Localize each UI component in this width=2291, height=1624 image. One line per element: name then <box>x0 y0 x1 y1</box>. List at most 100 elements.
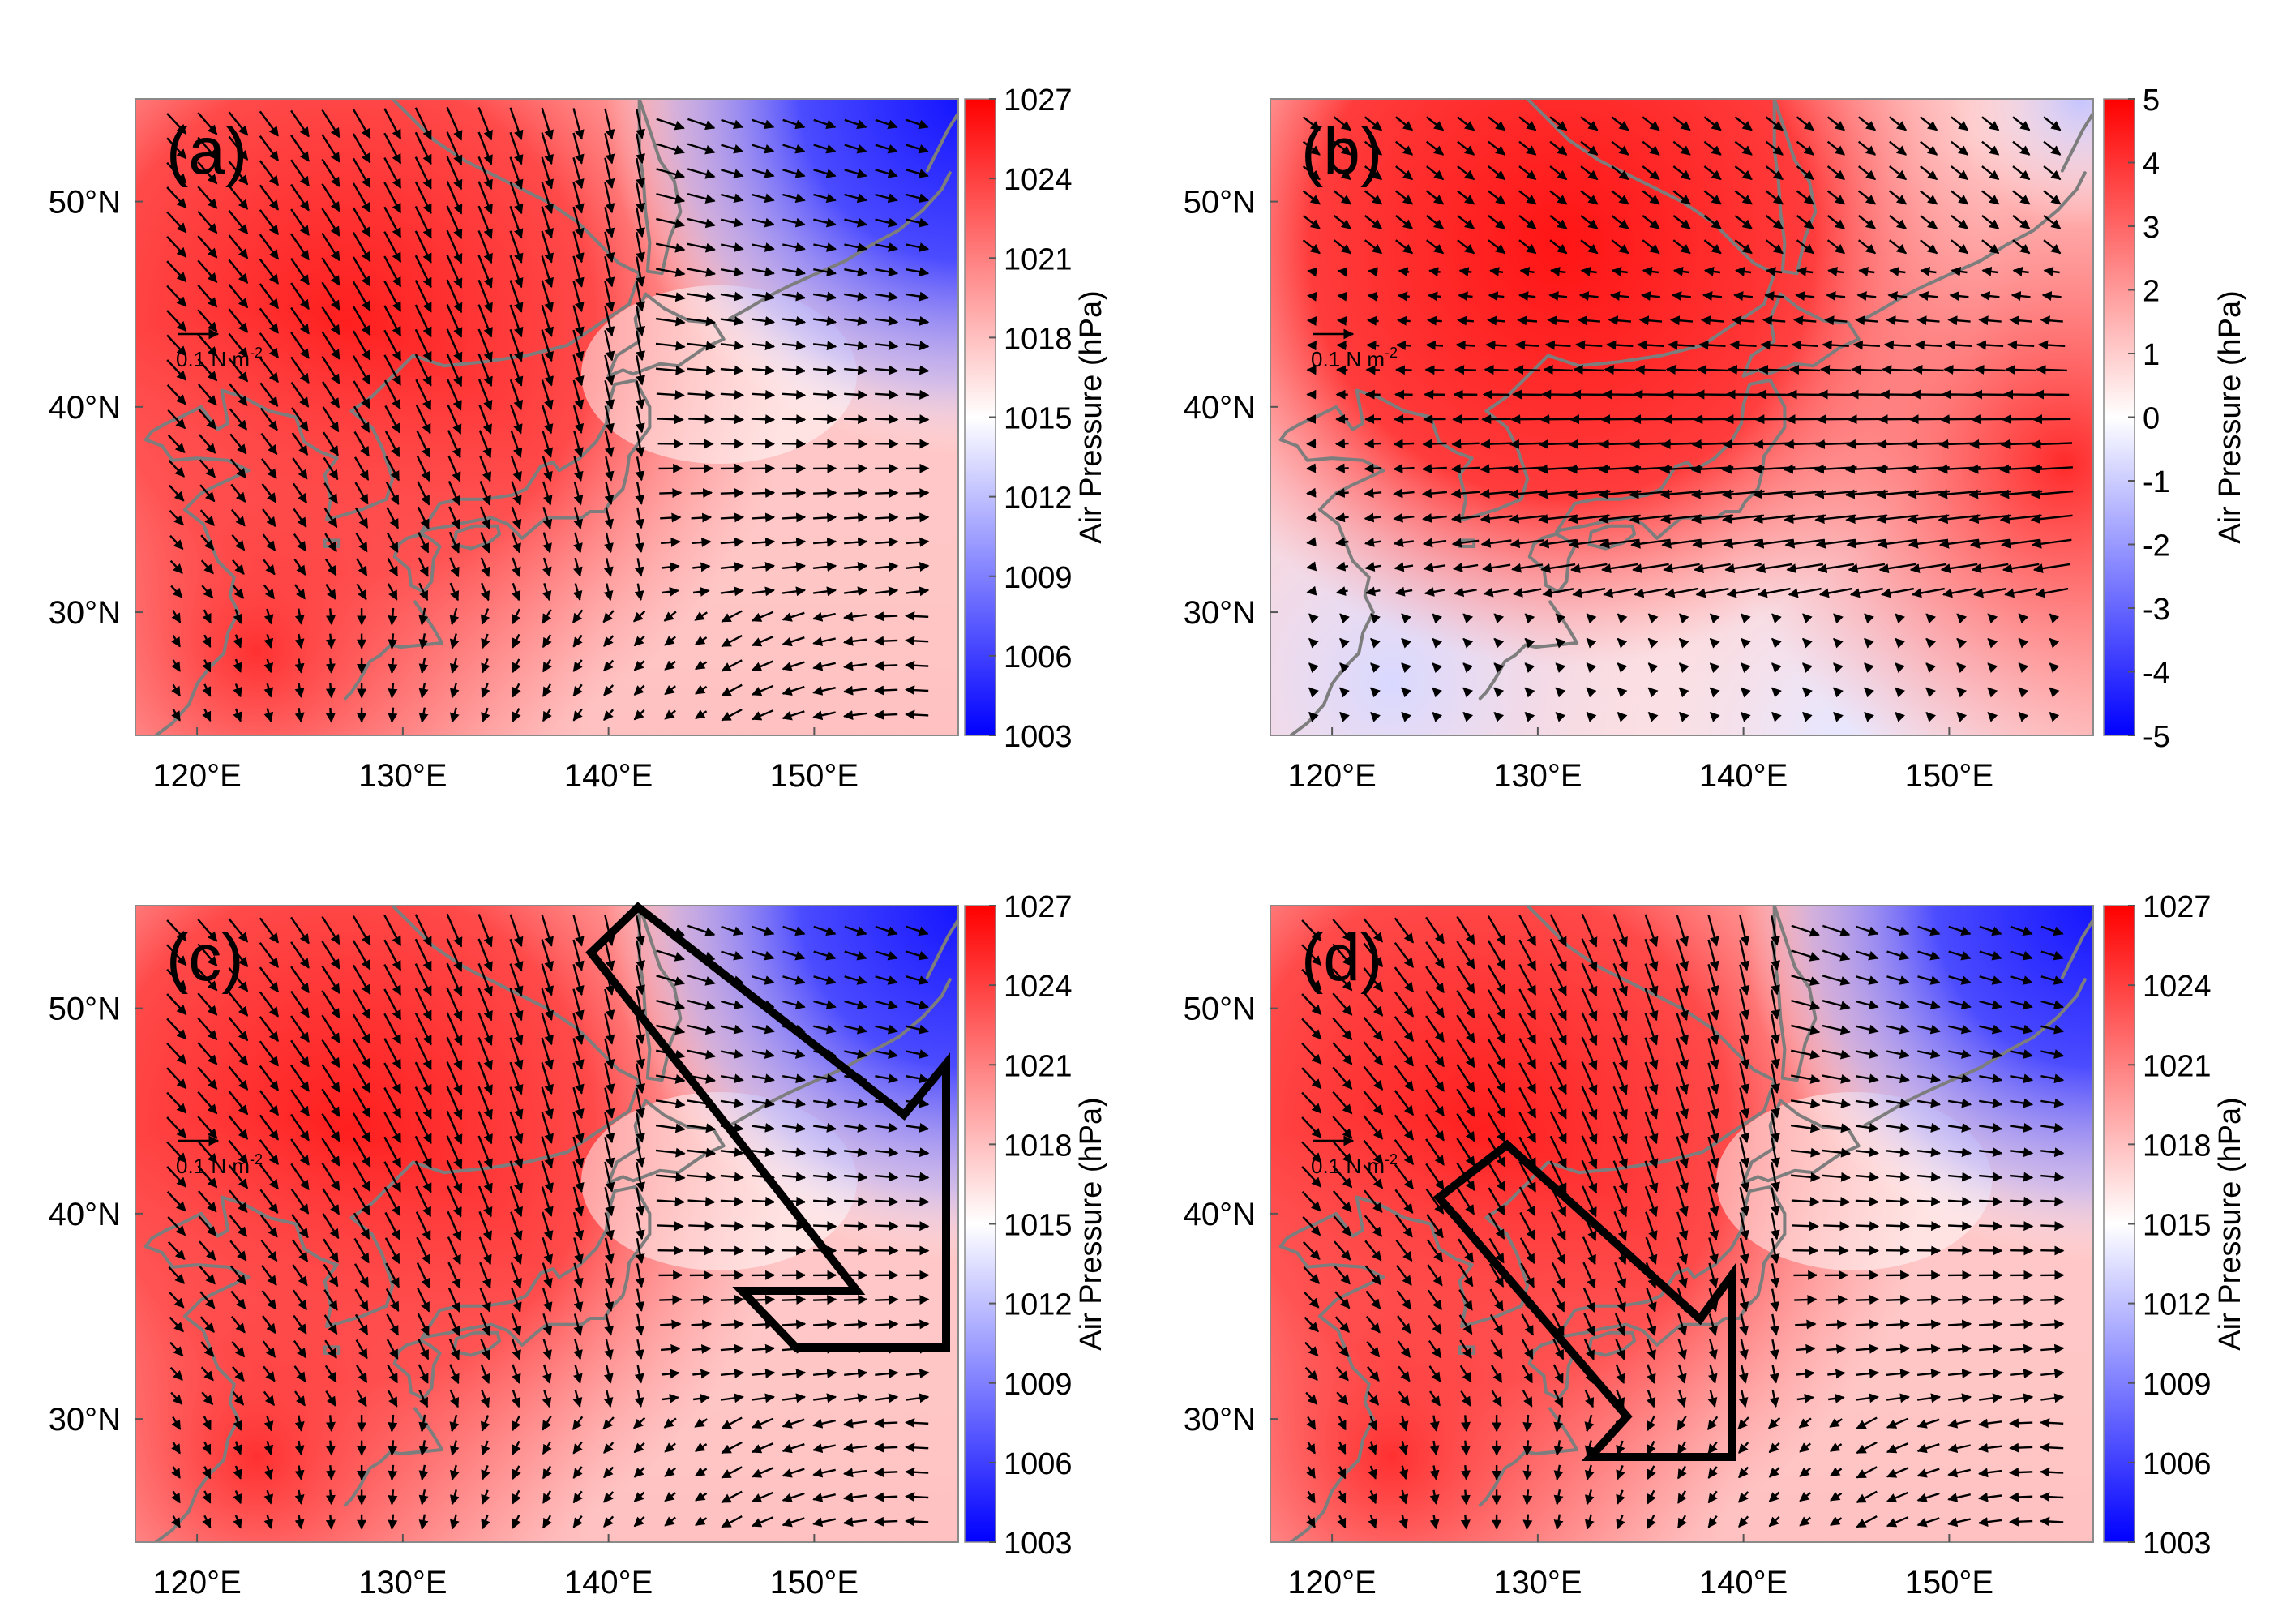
wind-vector <box>874 1492 898 1502</box>
x-axis: 120°E 130°E 140°E 150°E <box>1287 727 1993 794</box>
wind-vector <box>2040 1492 2064 1502</box>
panel-label: (b) <box>1301 114 1382 188</box>
wind-vector <box>541 329 554 362</box>
wind-vector <box>751 267 775 277</box>
wind-vector <box>230 483 246 503</box>
wind-vector <box>905 611 929 621</box>
wind-vector <box>721 144 744 154</box>
wind-vector <box>655 316 686 327</box>
wind-vector <box>447 404 462 435</box>
wind-vector <box>692 562 711 572</box>
wind-vector <box>720 537 744 547</box>
wind-vector <box>2040 1417 2064 1428</box>
wind-vector <box>2009 1418 2033 1429</box>
wind-vector <box>751 586 775 597</box>
wind-vector <box>813 242 837 252</box>
wind-vector <box>1484 365 1509 375</box>
wind-vector <box>261 458 277 479</box>
wind-vector <box>449 658 460 674</box>
wind-vector <box>906 1196 930 1206</box>
wind-vector <box>197 333 218 358</box>
wind-vector <box>290 233 310 261</box>
wind-vector <box>720 267 744 277</box>
wind-vector <box>1457 315 1474 326</box>
wind-vector <box>751 365 776 375</box>
colorbar-tick-label: 1018 <box>2143 1129 2212 1163</box>
wind-vector <box>751 389 776 400</box>
wind-vector <box>1397 291 1410 302</box>
wind-vector <box>262 533 276 551</box>
wind-vector <box>656 192 686 204</box>
wind-vector <box>481 683 490 698</box>
wind-vector <box>325 1489 336 1506</box>
colorbar: 1027 1024 1021 1018 1015 1012 1009 1006 1003 Air … <box>964 84 1108 754</box>
wind-vector <box>1787 389 1822 400</box>
y-axis: 50°N 40°N 30°N <box>49 992 143 1438</box>
wind-vector <box>752 217 775 228</box>
wind-vector <box>635 507 644 529</box>
wind-vector <box>197 235 218 259</box>
wind-vector <box>875 414 899 425</box>
wind-vector <box>1306 316 1317 327</box>
wind-vector <box>446 304 463 338</box>
wind-vector <box>573 532 583 554</box>
wind-vector <box>752 193 775 204</box>
wind-vector <box>572 583 583 602</box>
reference-label: 0.1 N m-2 <box>1311 345 1398 371</box>
wind-vector <box>325 1514 336 1530</box>
wind-vector <box>694 611 708 622</box>
wind-vector <box>383 157 402 189</box>
wind-vector <box>353 431 370 457</box>
y-tick-label: 30°N <box>49 595 121 631</box>
wind-vector <box>1307 267 1317 277</box>
wind-vector <box>352 207 371 238</box>
wind-vector <box>325 1465 336 1480</box>
wind-vector <box>229 458 246 479</box>
wind-vector <box>875 537 899 547</box>
wind-vector <box>170 585 183 598</box>
wind-vector <box>844 341 868 351</box>
coastline <box>419 378 652 540</box>
wind-vector <box>479 481 491 506</box>
wind-vector <box>447 455 461 482</box>
wind-vector <box>197 161 218 185</box>
wind-vector <box>874 661 898 671</box>
wind-vector <box>228 234 249 259</box>
wind-vector <box>233 708 242 722</box>
wind-vector <box>354 507 369 529</box>
wind-vector <box>1485 340 1507 350</box>
wind-vector <box>813 291 837 302</box>
wind-vector <box>813 1196 837 1206</box>
wind-vector <box>720 341 744 351</box>
wind-vector <box>171 609 182 623</box>
colorbar-tick-label: 1003 <box>1004 1527 1073 1561</box>
wind-vector <box>634 583 644 601</box>
colorbar-tick-label: 1006 <box>1004 641 1073 675</box>
wind-vector <box>604 532 614 554</box>
wind-vector <box>228 161 249 186</box>
wind-vector <box>1480 439 1512 449</box>
wind-vector <box>512 683 521 698</box>
wind-vector <box>751 537 776 547</box>
wind-vector <box>1522 1464 1533 1481</box>
wind-vector <box>202 609 212 624</box>
wind-vector <box>691 512 713 523</box>
wind-vector <box>844 193 867 204</box>
coastline <box>728 171 952 320</box>
wind-vector <box>812 365 837 375</box>
wind-vector <box>633 709 645 721</box>
wind-vector <box>228 358 249 383</box>
wind-vector <box>541 206 554 239</box>
wind-vector <box>414 328 432 362</box>
wind-vector <box>1393 463 1415 473</box>
wind-vector <box>844 242 867 252</box>
wind-vector <box>355 533 368 553</box>
wind-vector <box>542 583 552 602</box>
wind-vector <box>416 455 430 482</box>
wind-vector <box>2009 1442 2033 1453</box>
wind-vector <box>480 582 490 602</box>
wind-vector <box>414 107 432 140</box>
wind-vector <box>480 608 490 625</box>
wind-vector <box>1912 364 1944 375</box>
colorbar-tick-label: 1006 <box>1004 1447 1073 1481</box>
